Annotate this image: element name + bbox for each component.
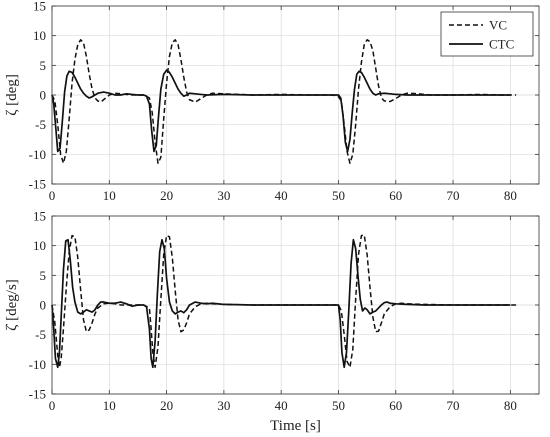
x-tick-label: 70	[447, 398, 460, 413]
x-tick-label: 60	[389, 398, 402, 413]
y-tick-label: -5	[35, 117, 46, 132]
top-panel-series	[51, 39, 517, 164]
series-line-ctc	[51, 69, 511, 153]
series-line-vc	[51, 234, 517, 369]
bottom-panel-series	[51, 234, 517, 369]
series-line-ctc	[51, 238, 511, 369]
y-tick-label: -15	[29, 177, 46, 192]
x-tick-label: 70	[447, 188, 460, 203]
y-tick-label: 5	[40, 268, 47, 283]
x-tick-label: 0	[49, 188, 56, 203]
x-tick-label: 20	[160, 398, 173, 413]
x-tick-label: 30	[217, 188, 230, 203]
x-tick-label: 10	[103, 188, 116, 203]
y-tick-label: 0	[40, 88, 47, 103]
y-tick-label: -10	[29, 357, 46, 372]
y-tick-label: -15	[29, 387, 46, 402]
bottom-panel: 0 10 20 30 40 50 60 70 80 -15 -10 -5 0 5 10 15 ζ̇ [deg/…	[4, 209, 540, 434]
legend-box	[440, 11, 534, 57]
legend: VC CTC	[440, 11, 534, 57]
y-tick-label: 5	[40, 58, 47, 73]
x-tick-label: 60	[389, 188, 402, 203]
y-tick-label: 10	[33, 238, 46, 253]
x-tick-label: 80	[504, 188, 517, 203]
series-line-vc	[51, 39, 517, 164]
x-axis-label: Time [s]	[270, 418, 321, 434]
x-tick-label: 40	[275, 188, 288, 203]
x-tick-label: 30	[217, 398, 230, 413]
x-tick-label: 0	[49, 398, 56, 413]
y-tick-label: 15	[33, 0, 46, 14]
y-tick-label: 10	[33, 28, 46, 43]
top-panel-ticks: 0 10 20 30 40 50 60 70 80 -15 -10 -5 0 5 10 15	[29, 0, 539, 203]
x-tick-label: 80	[504, 398, 517, 413]
bottom-panel-ticks: 0 10 20 30 40 50 60 70 80 -15 -10 -5 0 5 10 15	[29, 209, 539, 413]
x-tick-label: 20	[160, 188, 173, 203]
bottom-panel-y-axis-label: ζ̇ [deg/s]	[4, 279, 20, 331]
y-tick-label: -5	[35, 327, 46, 342]
y-tick-label: 0	[40, 298, 47, 313]
y-tick-label: 15	[33, 209, 46, 224]
legend-label-vc: VC	[489, 18, 507, 33]
legend-label-ctc: CTC	[489, 37, 514, 52]
x-tick-label: 50	[332, 188, 345, 203]
top-panel-y-axis-label: ζ [deg]	[4, 74, 20, 116]
x-tick-label: 50	[332, 398, 345, 413]
y-tick-label: -10	[29, 147, 46, 162]
x-tick-label: 40	[275, 398, 288, 413]
x-tick-label: 10	[103, 398, 116, 413]
